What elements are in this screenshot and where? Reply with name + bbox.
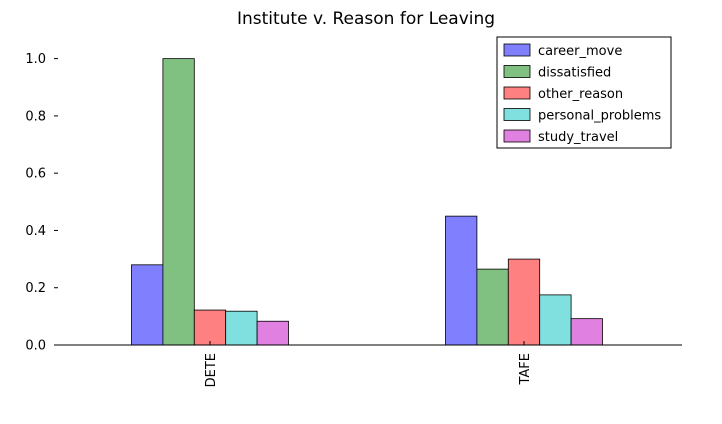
legend-swatch-career_move	[503, 43, 531, 57]
bar-study_travel-tafe	[570, 318, 603, 346]
x-tick-label-tafe: TAFE	[518, 353, 533, 386]
bar-other_reason-tafe	[507, 258, 541, 346]
bars-group	[131, 58, 603, 346]
bar-dissatisfied-tafe	[476, 268, 509, 346]
y-tick-label: 1.0	[25, 52, 46, 67]
bar-study_travel-dete	[256, 320, 289, 346]
legend-label-personal_problems: personal_problems	[538, 109, 661, 124]
bar-career_move-tafe	[445, 215, 478, 346]
y-tick-label: 0.6	[25, 167, 46, 182]
y-tick-label: 0.8	[25, 109, 46, 124]
y-tick-label: 0.2	[25, 281, 46, 296]
legend-swatch-personal_problems	[503, 108, 531, 121]
legend-swatch-study_travel	[503, 129, 531, 143]
x-tick-label-dete: DETE	[204, 353, 219, 387]
legend-swatch-other_reason	[503, 86, 531, 100]
legend-swatch-dissatisfied	[503, 65, 531, 78]
x-ticks-group: DETE TAFE	[204, 341, 533, 387]
y-ticks-group: 0.0 0.2 0.4 0.6 0.8 1.0	[25, 52, 58, 354]
bar-dissatisfied-dete	[162, 58, 195, 346]
chart-title: Institute v. Reason for Leaving	[237, 9, 495, 29]
bar-career_move-dete	[131, 264, 164, 346]
legend-label-career_move: career_move	[538, 44, 622, 59]
bar-other_reason-dete	[193, 309, 227, 346]
y-tick-label: 0.0	[25, 339, 46, 354]
y-tick-label: 0.4	[25, 224, 46, 239]
legend: career_move dissatisfied other_reasonperso…	[496, 36, 672, 149]
legend-label-dissatisfied: dissatisfied	[538, 66, 611, 81]
bar-personal_problems-dete	[225, 310, 258, 346]
bar-personal_problems-tafe	[539, 294, 572, 346]
legend-label-study_travel: study_travel	[538, 130, 618, 145]
legend-label-other_reason: other_reason	[538, 87, 623, 102]
